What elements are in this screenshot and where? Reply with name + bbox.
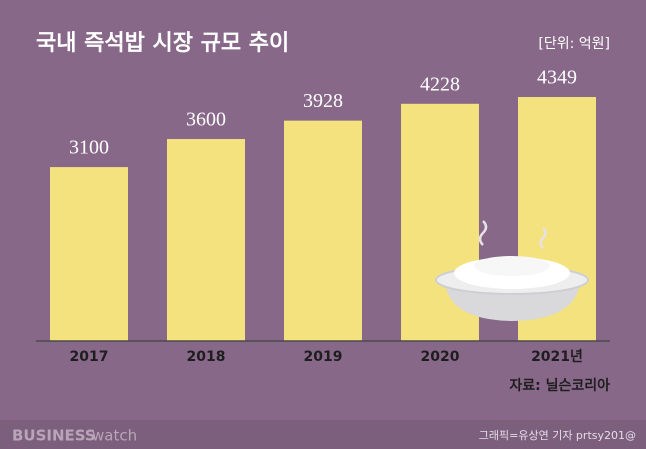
value-label: 3600 (186, 109, 226, 131)
footer-band (0, 420, 646, 449)
bar (167, 139, 245, 341)
x-tick-label: 2017 (70, 349, 109, 365)
value-label: 4349 (537, 67, 577, 89)
chart-title: 국내 즉석밥 시장 규모 추이 (36, 31, 289, 56)
value-label: 4228 (420, 73, 460, 95)
value-label: 3100 (69, 137, 109, 159)
x-tick-label: 2021년 (531, 349, 583, 365)
source-note: 자료: 닐슨코리아 (509, 377, 610, 394)
brand-suffix: watch (92, 427, 137, 445)
credit: 그래픽=유상연 기자 prtsy201@ (479, 429, 636, 442)
x-tick-label: 2019 (304, 349, 343, 365)
bar (50, 167, 128, 341)
unit-note: [단위: 억원] (538, 36, 610, 52)
x-tick-label: 2020 (421, 349, 460, 365)
x-tick-label: 2018 (187, 349, 226, 365)
rice-bowl (435, 220, 589, 321)
brand: BUSINESS (12, 427, 96, 445)
bars: 3100 2017 3600 2018 3928 2019 4228 2020 4349 2021… (50, 67, 596, 365)
steam (478, 220, 547, 249)
rice-top (474, 256, 550, 276)
value-label: 3928 (303, 90, 343, 112)
bar (284, 120, 362, 342)
